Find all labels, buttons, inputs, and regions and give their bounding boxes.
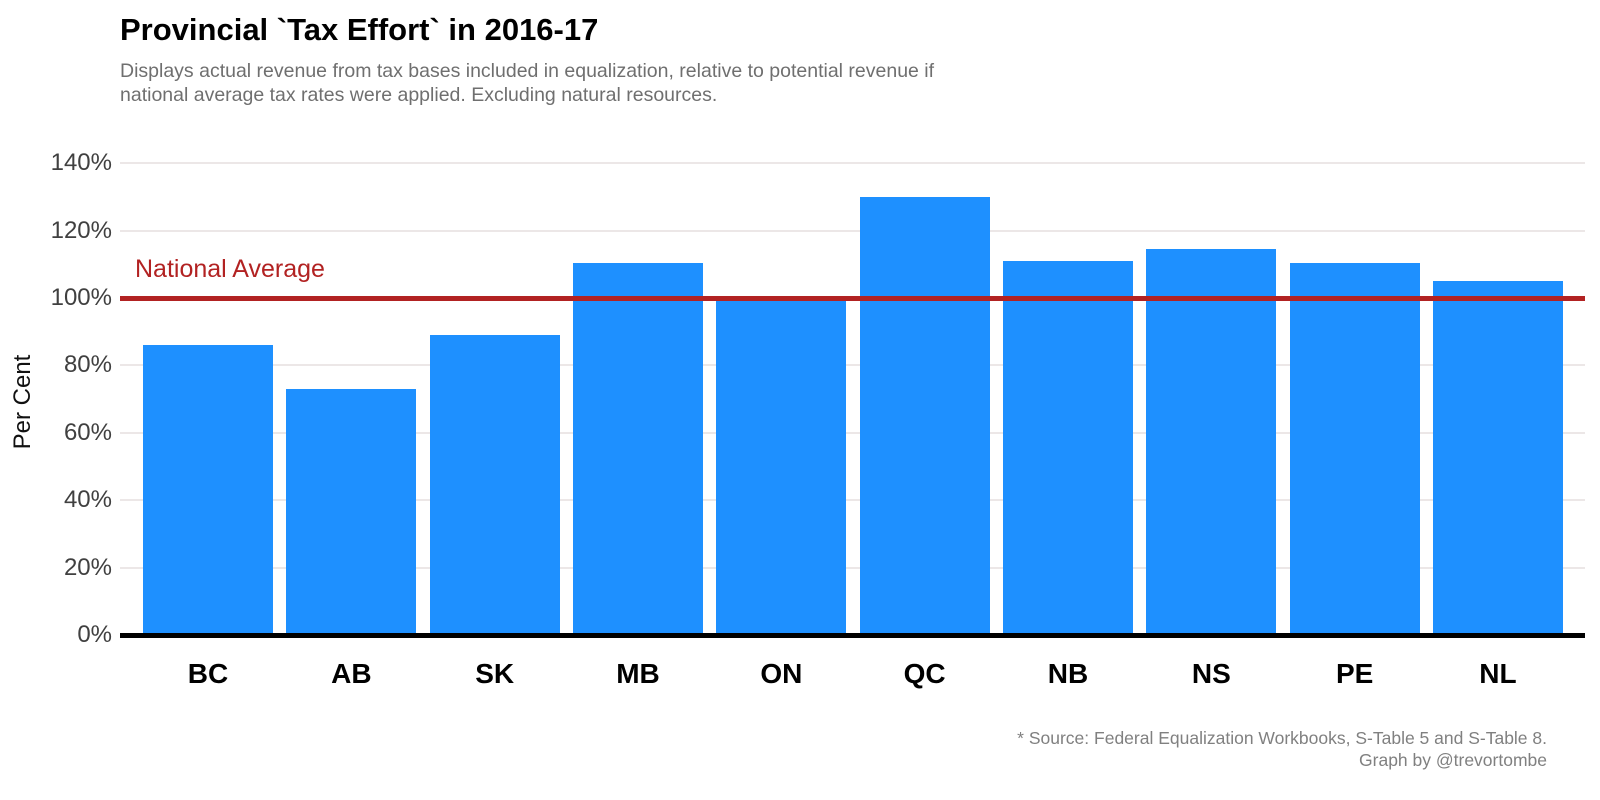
gridline-140 [120, 162, 1585, 165]
x-tick-label-ON: ON [760, 658, 803, 689]
gridline-80 [120, 364, 1585, 367]
source-note-line-1: * Source: Federal Equalization Workbooks… [1017, 728, 1547, 748]
x-tick-label-NS: NS [1191, 658, 1231, 689]
x-tick-label-NB: NB [1047, 658, 1089, 689]
y-tick-label-80: 80% [63, 351, 112, 379]
x-tick-label-QC: QC [903, 658, 946, 689]
bar-NB [1002, 260, 1133, 635]
bar-QC [859, 196, 990, 635]
x-tick-label-BC: BC [187, 658, 229, 689]
bar-BC [143, 345, 273, 635]
x-axis-line [120, 633, 1585, 638]
chart-subtitle-line-1: Displays actual revenue from tax bases i… [120, 60, 935, 82]
y-tick-label-20: 20% [63, 553, 112, 581]
bar-MB [572, 262, 703, 635]
y-tick-label-100: 100% [50, 284, 112, 311]
chart-subtitle: Displays actual revenue from tax bases i… [120, 59, 934, 107]
chart-title: Provincial `Tax Effort` in 2016-17 [120, 12, 599, 47]
gridline-40 [120, 499, 1585, 502]
bar-NS [1146, 249, 1277, 635]
x-tick-label-NL: NL [1479, 658, 1517, 689]
gridline-120 [120, 229, 1585, 232]
y-axis-title: Per Cent [9, 354, 36, 450]
bar-AB [286, 388, 417, 635]
bar-PE [1289, 262, 1420, 635]
y-tick-label-0: 0% [77, 621, 112, 648]
national-average-label: National Average [135, 255, 325, 283]
y-tick-label-60: 60% [63, 418, 112, 446]
source-note-line-2: Graph by @trevortombe [1359, 749, 1547, 770]
bar-SK [429, 335, 560, 635]
national-average-line [120, 295, 1585, 301]
chart-subtitle-line-2: national average tax rates were applied.… [120, 84, 718, 106]
gridline-60 [120, 431, 1585, 434]
bar-NL [1432, 281, 1563, 635]
gridline-20 [120, 566, 1585, 569]
y-tick-label-40: 40% [63, 486, 112, 514]
source-note: * Source: Federal Equalization Workbooks… [1017, 728, 1547, 771]
x-tick-label-PE: PE [1335, 658, 1374, 689]
x-tick-label-SK: SK [475, 658, 515, 689]
y-tick-label-120: 120% [50, 216, 112, 244]
y-tick-label-140: 140% [50, 149, 112, 177]
bar-ON [716, 298, 847, 635]
x-tick-label-MB: MB [616, 658, 660, 689]
x-tick-label-AB: AB [331, 658, 372, 689]
